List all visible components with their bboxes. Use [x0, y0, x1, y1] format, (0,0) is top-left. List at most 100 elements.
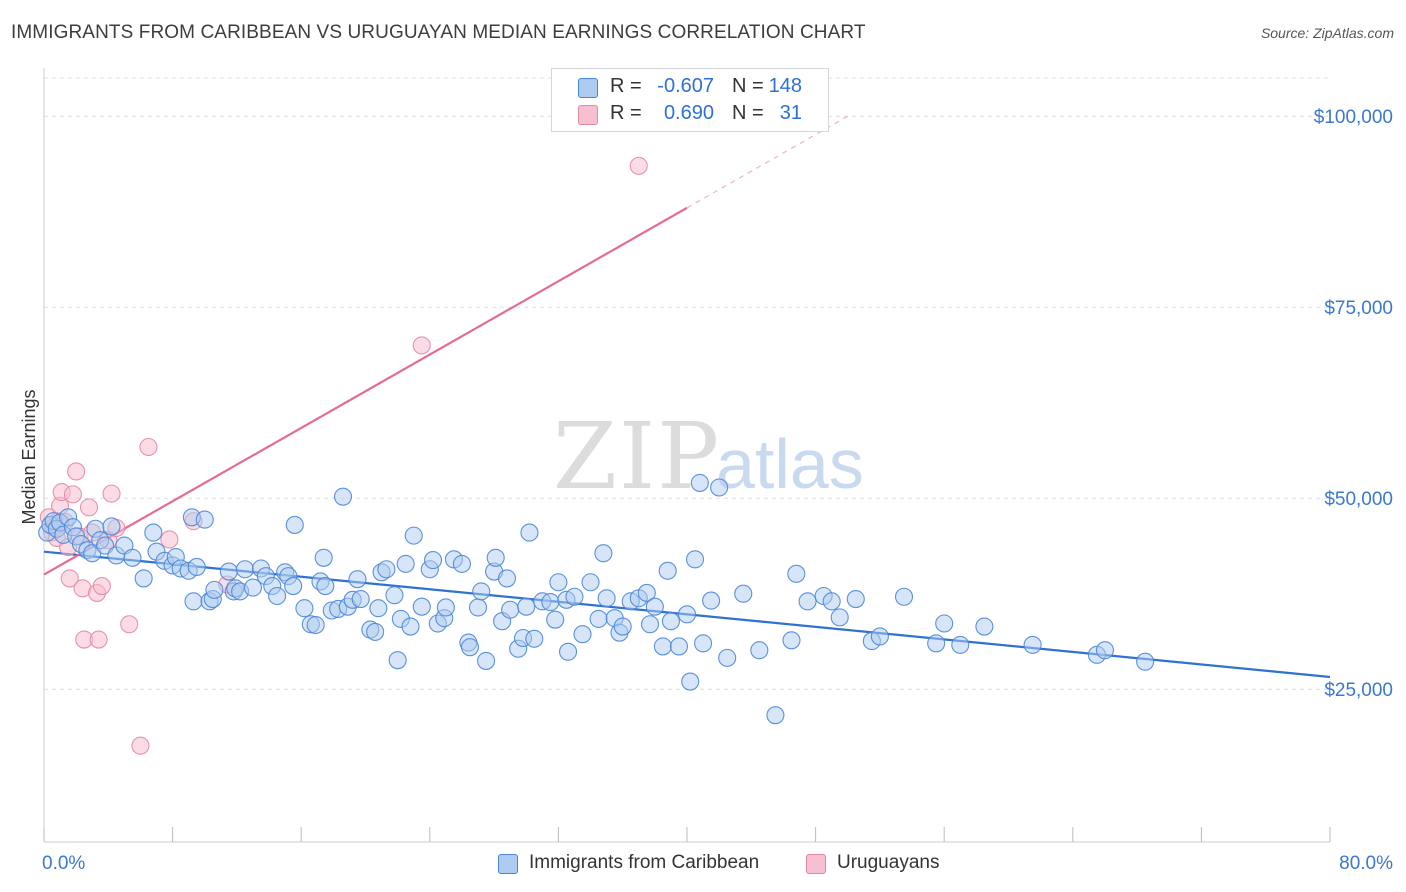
caribbean-point [351, 589, 370, 609]
caribbean-points [38, 473, 1155, 725]
n-label: N = [732, 75, 764, 97]
caribbean-point [219, 562, 238, 581]
caribbean-point [597, 589, 616, 608]
watermark-atlas: atlas [716, 425, 864, 503]
caribbean-point [782, 631, 801, 650]
y-tick-label: $50,000 [1324, 489, 1393, 510]
uruguayans-point [63, 485, 82, 504]
axes [43, 68, 1331, 843]
series-legend: Immigrants from Caribbean Uruguayans [0, 852, 1406, 878]
source-label: Source: ZipAtlas.com [1260, 25, 1394, 41]
y-tick-labels: $25,000 $50,000 $75,000 $100,000 [1314, 107, 1393, 701]
legend-label-uruguayans: Uruguayans [837, 852, 940, 873]
r-label: R = [610, 75, 642, 97]
caribbean-point [927, 634, 946, 653]
caribbean-point [385, 586, 404, 605]
caribbean-point [589, 609, 608, 628]
caribbean-point [452, 554, 472, 573]
caribbean-point [243, 578, 263, 597]
caribbean-point [637, 583, 656, 602]
caribbean-point [184, 592, 203, 611]
caribbean-point [822, 592, 841, 611]
caribbean-point [195, 510, 214, 529]
uruguayans-legend-swatch [806, 854, 826, 874]
caribbean-point [690, 473, 709, 492]
caribbean-point [975, 617, 994, 636]
caribbean-point [640, 615, 660, 634]
caribbean-point [235, 560, 254, 579]
caribbean-point [520, 523, 539, 542]
caribbean-point [268, 586, 287, 606]
caribbean-point [870, 627, 889, 646]
uruguayans-point [92, 577, 111, 596]
caribbean-point [558, 642, 578, 661]
caribbean-point [412, 597, 431, 616]
uruguayans-point [60, 569, 79, 588]
caribbean-point [497, 569, 517, 588]
caribbean-point [401, 617, 420, 636]
caribbean-point [366, 622, 385, 641]
uruguayans-point [89, 630, 108, 649]
uruguayans-swatch [578, 105, 598, 125]
caribbean-point [123, 548, 142, 567]
caribbean-point [581, 573, 600, 592]
caribbean-point [423, 551, 443, 570]
x-tick-label: 0.0% [42, 853, 85, 874]
caribbean-point [388, 651, 407, 670]
n-value: 148 [768, 75, 802, 97]
caribbean-point [546, 610, 565, 629]
caribbean-point [787, 564, 806, 583]
caribbean-point [1136, 652, 1155, 671]
uruguayans-point [139, 437, 158, 457]
caribbean-point [1023, 635, 1042, 654]
n-label: N = [732, 102, 764, 124]
uruguayans-trend-line [43, 206, 688, 576]
x-tick-labels: 0.0% 80.0% [42, 853, 1393, 874]
caribbean-point [369, 599, 388, 618]
caribbean-point [894, 587, 914, 606]
x-tick-label: 80.0% [1339, 853, 1393, 874]
caribbean-point [517, 597, 536, 616]
caribbean-point [285, 515, 304, 534]
caribbean-point [472, 582, 491, 601]
chart-title: IMMIGRANTS FROM CARIBBEAN VS URUGUAYAN M… [11, 22, 866, 43]
caribbean-point [377, 560, 396, 579]
caribbean-point [187, 557, 206, 577]
uruguayans-point [131, 736, 150, 755]
watermark-zip: ZIP [553, 403, 721, 510]
y-tick-label: $25,000 [1324, 680, 1393, 701]
caribbean-point [710, 478, 729, 497]
caribbean-point [477, 651, 496, 670]
caribbean-point [766, 706, 785, 725]
uruguayans-point [67, 462, 86, 481]
caribbean-point [205, 580, 224, 599]
caribbean-point [468, 598, 488, 617]
caribbean-point [314, 548, 333, 567]
caribbean-point [348, 570, 367, 589]
caribbean-legend-swatch [498, 854, 518, 874]
caribbean-point [541, 593, 560, 612]
r-value: 0.690 [663, 102, 714, 124]
caribbean-point [525, 629, 544, 648]
caribbean-point [549, 573, 568, 592]
caribbean-point [404, 526, 423, 545]
caribbean-point [144, 523, 163, 542]
caribbean-point [677, 605, 697, 624]
uruguayans-point [79, 498, 99, 517]
caribbean-point [685, 550, 705, 569]
caribbean-point [935, 614, 954, 633]
caribbean-point [734, 584, 753, 603]
caribbean-point [316, 577, 335, 596]
caribbean-point [134, 569, 153, 588]
stats-legend-row-caribbean: R = -0.607 N = 148 [552, 74, 828, 100]
stats-legend: R = -0.607 N = 148 R = 0.690 N = 31 [551, 68, 829, 132]
uruguayans-point [120, 615, 139, 634]
caribbean-point [436, 598, 455, 617]
r-value: -0.607 [657, 75, 714, 97]
r-label: R = [610, 102, 642, 124]
caribbean-point [284, 577, 303, 596]
caribbean-point [669, 637, 689, 656]
y-tick-label: $75,000 [1324, 298, 1393, 319]
caribbean-point [798, 592, 817, 611]
